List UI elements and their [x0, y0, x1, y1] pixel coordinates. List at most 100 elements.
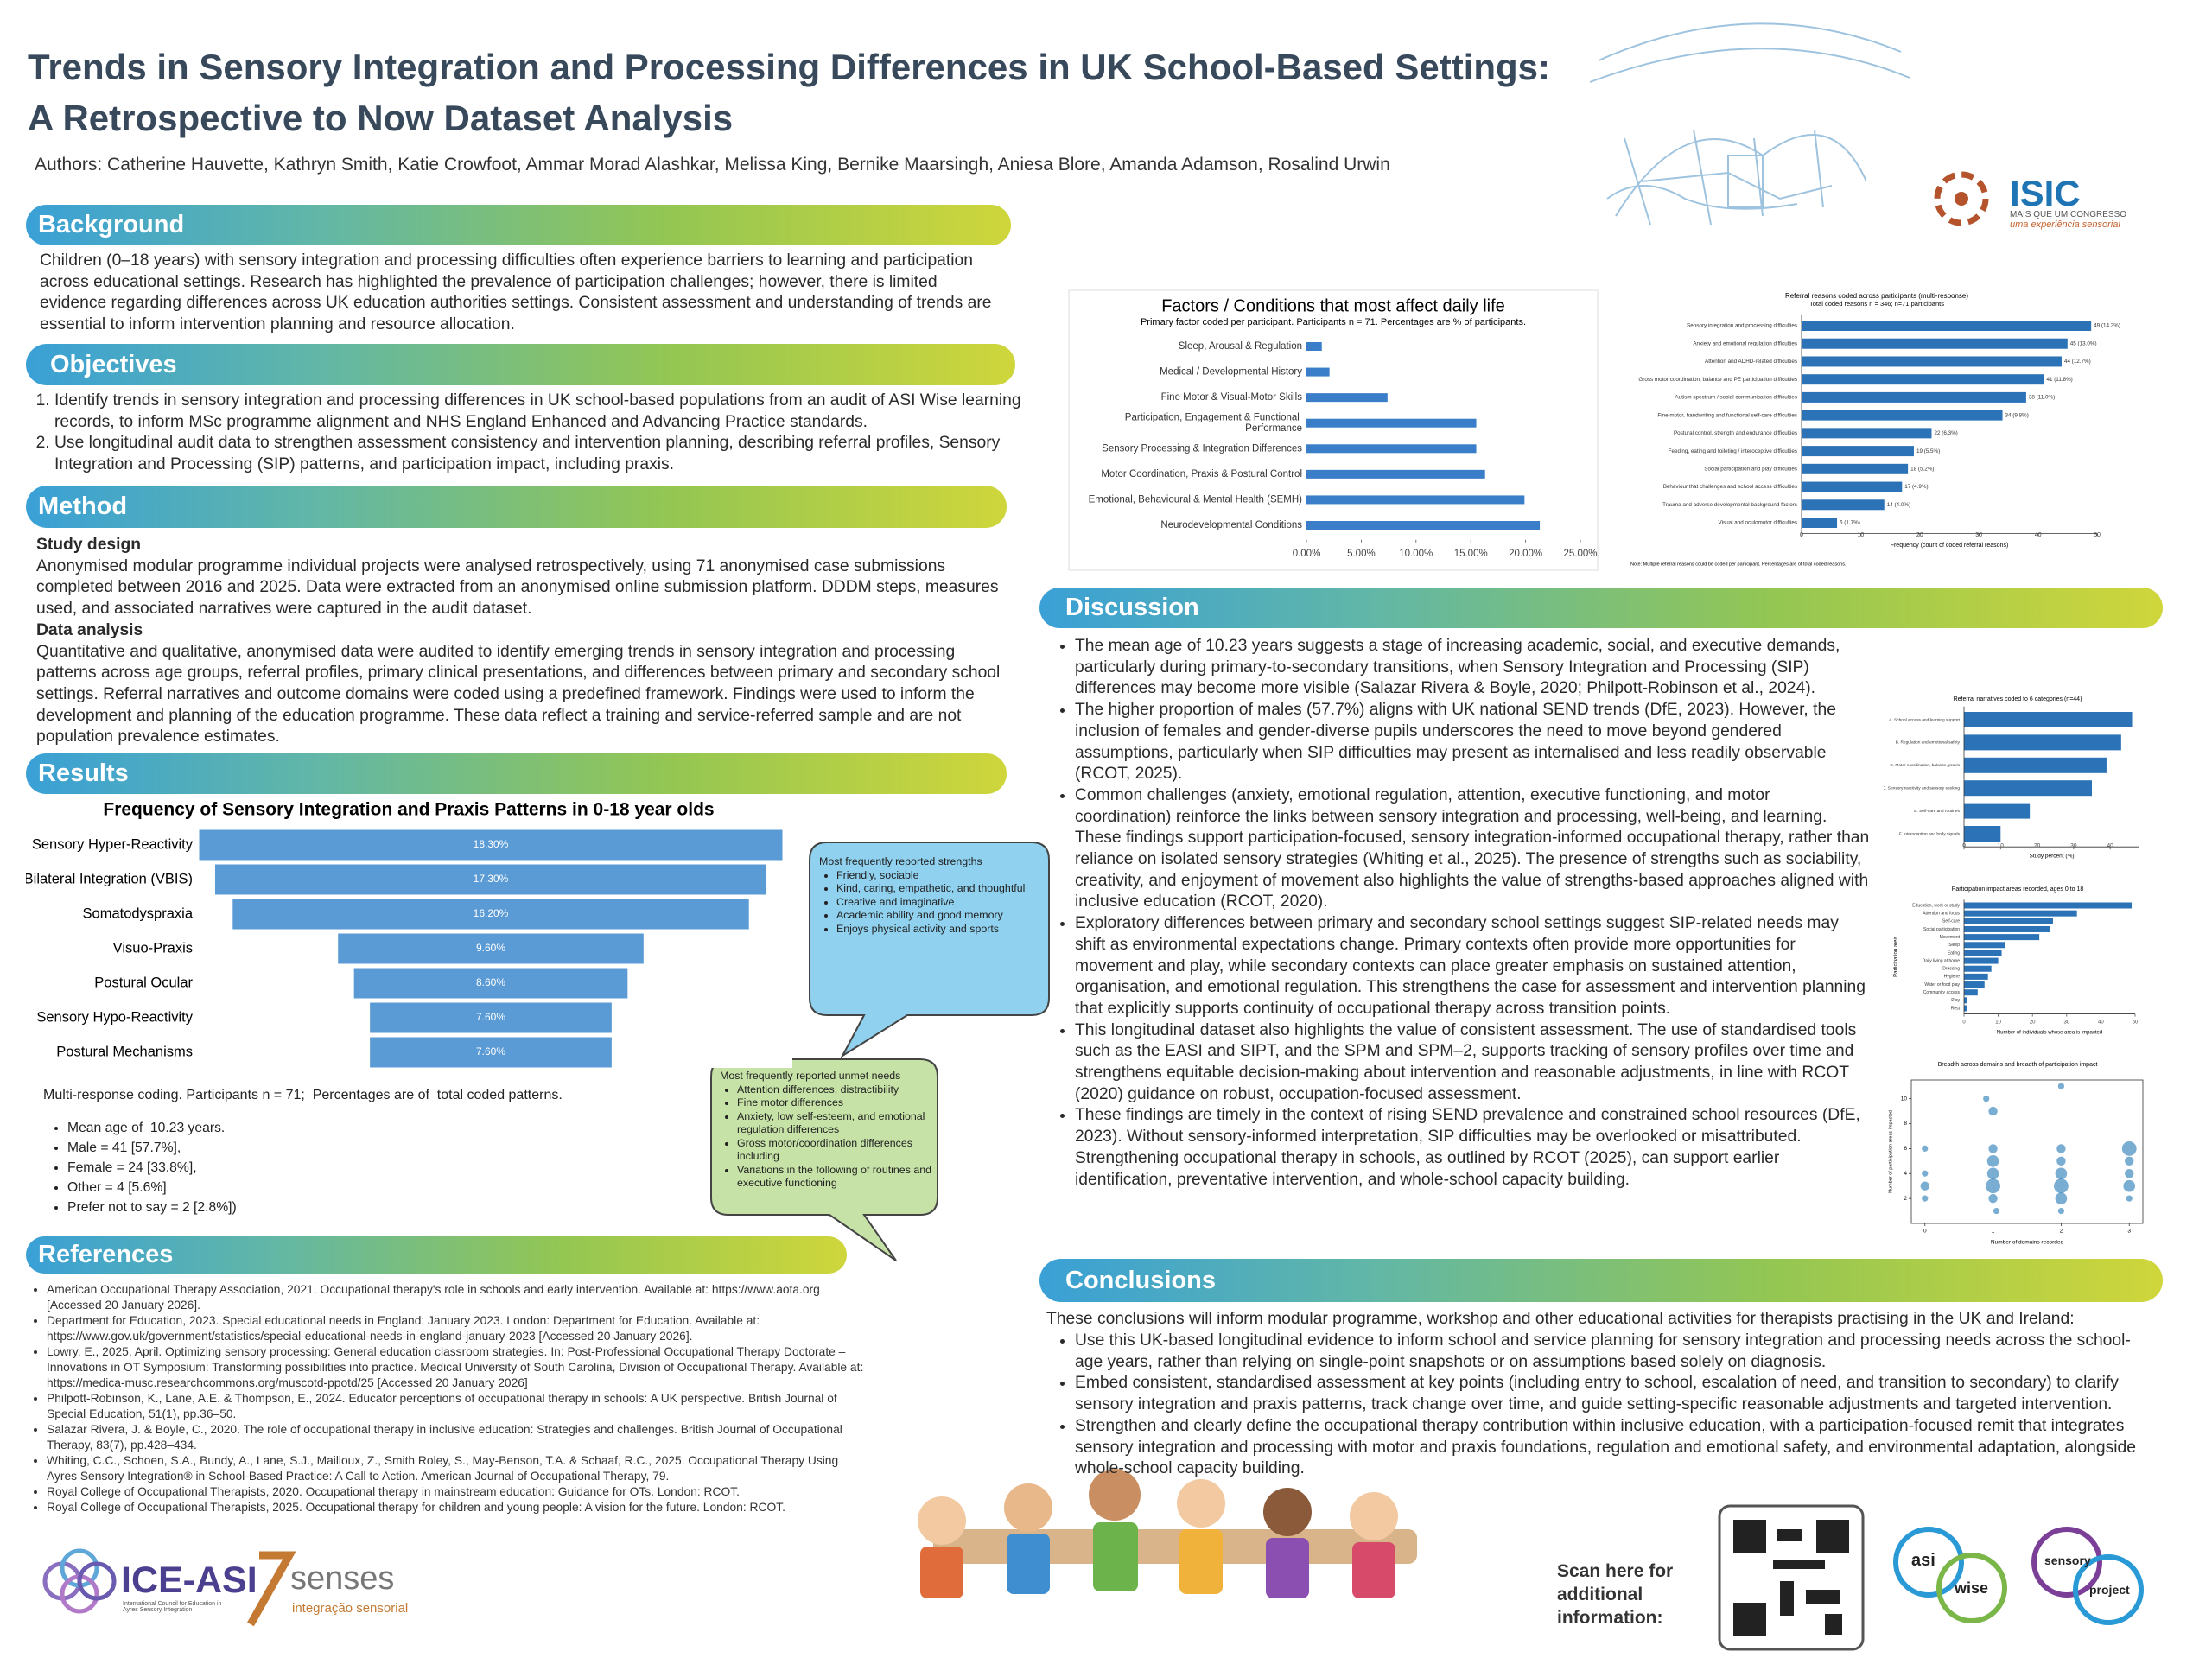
bridge-sketch	[1589, 22, 1910, 226]
x-tick-label: 10	[1998, 843, 2005, 849]
category-label: Feeding, eating and toileting / interoce…	[1669, 448, 1797, 454]
x-tick-label: 0	[1800, 532, 1803, 538]
bar	[1964, 712, 2133, 727]
bar	[1306, 393, 1388, 403]
child	[1350, 1492, 1398, 1540]
section-heading: Background	[26, 205, 1011, 245]
category-label: Self-care	[1942, 919, 1960, 924]
y-tick-label: 6	[1904, 1146, 1907, 1152]
category-label: Fine motor, handwriting and functional s…	[1657, 412, 1797, 418]
x-tick-label: 20	[2034, 843, 2041, 849]
category-label: Postural Ocular	[94, 975, 193, 990]
category-label: Participation, Engagement & Functional P…	[1125, 412, 1302, 434]
section-heading: References	[26, 1236, 847, 1274]
value-label: 19 (5.5%)	[1916, 448, 1940, 454]
point	[1993, 1207, 2000, 1215]
participation-chart: Participation impact areas recorded, age…	[1894, 886, 2139, 1036]
child	[1263, 1488, 1312, 1536]
conclusions-intro: These conclusions will inform modular pr…	[1046, 1310, 2075, 1328]
bar	[1964, 780, 2093, 797]
bar	[1306, 521, 1541, 530]
qr-module	[1806, 1590, 1840, 1604]
conclusion-item: Strengthen and clearly define the occupa…	[1075, 1416, 2146, 1480]
category-label: Hygiene	[1944, 975, 1961, 980]
child-body	[1179, 1529, 1223, 1594]
x-tick-label: 30	[1975, 532, 1982, 538]
isic-subtitle: uma experiência sensorial	[2010, 219, 2120, 230]
bar	[1964, 973, 1988, 980]
background-text: Children (0–18 years) with sensory integ…	[40, 251, 992, 334]
callout-item: Variations in the following of routines …	[737, 1164, 931, 1191]
child-body	[920, 1547, 963, 1598]
value-label: 34 (9.8%)	[2005, 412, 2029, 418]
category-label: Medical / Developmental History	[1160, 367, 1302, 378]
reference-item: Department for Education, 2023. Special …	[47, 1313, 868, 1344]
point	[1986, 1155, 1999, 1167]
isic-ring	[1934, 171, 1989, 226]
bar	[1802, 518, 1838, 528]
x-tick-label: 0	[1962, 843, 1966, 849]
stat-item: Female = 24 [33.8%],	[67, 1158, 237, 1178]
point	[2126, 1195, 2133, 1202]
x-tick-label: 40	[2098, 1020, 2104, 1026]
logo-text: sensory	[2044, 1553, 2091, 1567]
bar	[1802, 321, 2092, 331]
x-axis-label: Number of domains recorded	[1991, 1240, 2064, 1246]
sensory-project-logo	[2031, 1527, 2144, 1625]
point	[2055, 1167, 2068, 1180]
y-tick-label: 8	[1904, 1121, 1907, 1127]
logo-text: project	[2089, 1583, 2130, 1597]
point	[2055, 1192, 2068, 1204]
category-label: Attention and focus	[1923, 911, 1960, 916]
category-label: A. School access and learning support	[1889, 717, 1961, 722]
child	[1089, 1469, 1141, 1521]
value-label: 9.60%	[476, 942, 505, 954]
point	[2121, 1140, 2137, 1156]
bar	[369, 1001, 613, 1034]
bar	[1964, 757, 2107, 773]
point	[2057, 1207, 2065, 1215]
bar	[1964, 989, 1978, 996]
category-label: Sensory Hyper-Reactivity	[32, 836, 194, 852]
point	[1988, 1106, 1998, 1116]
subheading: Study design	[36, 536, 142, 554]
senses-tagline: integração sensorial	[292, 1601, 409, 1616]
stat-item: Mean age of 10.23 years.	[67, 1118, 237, 1138]
title: Trends in Sensory Integration and Proces…	[28, 47, 1551, 138]
category-label: Sensory Hypo-Reactivity	[36, 1009, 193, 1025]
stat-item: Male = 41 [57.7%],	[67, 1138, 237, 1158]
bar	[1964, 925, 2050, 932]
bar	[198, 829, 784, 861]
callout-item: Anxiety, low self-esteem, and emotional …	[737, 1110, 931, 1137]
category-label: Somatodyspraxia	[83, 905, 194, 921]
category-label: Sleep, Arousal & Regulation	[1179, 341, 1302, 352]
category-label: Neurodevelopmental Conditions	[1160, 520, 1302, 530]
callout-item: Gross motor/coordination differences inc…	[737, 1137, 931, 1164]
bar	[1802, 356, 2062, 367]
bar	[1964, 950, 2002, 956]
category-label: Gross motor coordination, balance and PE…	[1638, 377, 1797, 383]
reference-item: American Occupational Therapy Associatio…	[47, 1282, 868, 1313]
x-tick-label: 25.00%	[1563, 549, 1597, 559]
plot-frame	[1910, 1079, 2144, 1224]
y-axis-label: Number of participation areas impacted	[1888, 1110, 1893, 1193]
ice-asi-logo: ICE-ASI	[121, 1560, 257, 1601]
bar	[1964, 734, 2121, 751]
bubble	[2031, 1527, 2102, 1598]
point	[1988, 1144, 1998, 1153]
x-tick-label: 0.00%	[1293, 549, 1321, 559]
x-tick-label: 10	[1995, 1020, 2001, 1026]
x-axis-label: Frequency (count of coded referral reaso…	[1891, 543, 2009, 549]
isic-tagline: MAIS QUE UM CONGRESSO	[2010, 210, 2127, 219]
chart-subtitle: Primary factor coded per participant. Pa…	[1141, 317, 1526, 327]
x-tick-label: 15.00%	[1454, 549, 1488, 559]
point	[1922, 1145, 1929, 1152]
category-label: Sleep	[1948, 943, 1960, 948]
references-list: American Occupational Therapy Associatio…	[29, 1282, 868, 1515]
x-tick-label: 0	[1962, 1020, 1966, 1026]
callout-item: Fine motor differences	[737, 1096, 931, 1110]
callout-item: Friendly, sociable	[836, 869, 1044, 883]
section-heading: Conclusions	[1039, 1259, 2163, 1302]
category-label: Fine Motor & Visual-Motor Skills	[1161, 392, 1303, 403]
